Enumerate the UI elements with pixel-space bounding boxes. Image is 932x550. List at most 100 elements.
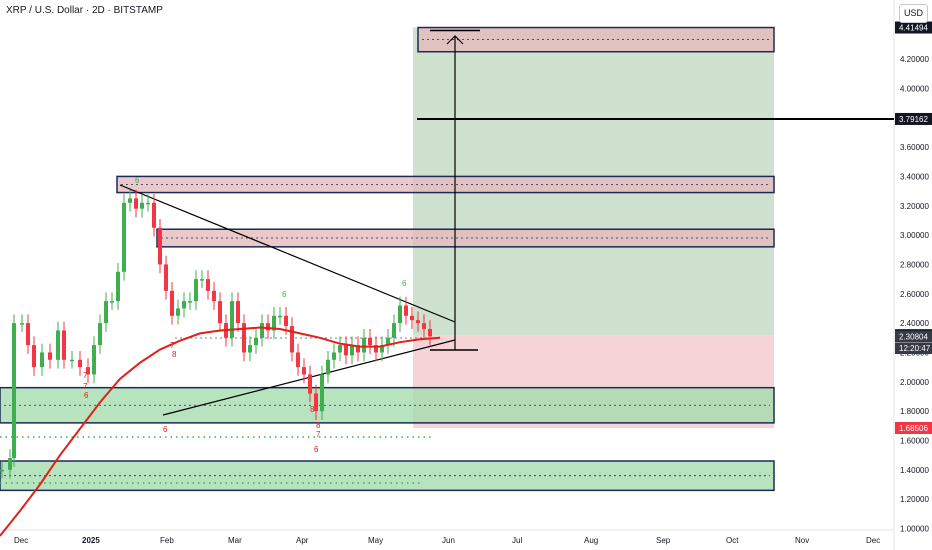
- candle: [380, 345, 384, 353]
- candle: [110, 301, 114, 303]
- price-flag-label: 2.30804: [899, 333, 928, 342]
- time-tick-label: 2025: [82, 536, 100, 545]
- candle: [242, 323, 246, 353]
- candle: [296, 352, 300, 368]
- price-flag-label: 3.79162: [899, 115, 928, 124]
- time-tick-label: Nov: [795, 536, 809, 545]
- time-tick-label: May: [368, 536, 383, 545]
- candle: [134, 198, 138, 209]
- time-tick-label: Apr: [296, 536, 309, 545]
- candle: [230, 301, 234, 338]
- countdown-label: 8: [172, 350, 177, 359]
- price-flag: [895, 422, 932, 435]
- candle: [158, 227, 162, 265]
- price-tick-label: 2.60000: [900, 290, 929, 299]
- candle: [116, 271, 120, 302]
- candle: [188, 301, 192, 303]
- price-flag-label: 4.41494: [899, 24, 928, 33]
- time-tick-label: Mar: [228, 536, 242, 545]
- candle: [32, 345, 36, 368]
- candle: [194, 279, 198, 302]
- price-tick-label: 2.40000: [900, 319, 929, 328]
- candle: [326, 359, 330, 375]
- candle: [338, 345, 342, 353]
- countdown-flag: [895, 343, 932, 354]
- countdown-label: 6: [84, 391, 89, 400]
- candle: [260, 323, 264, 338]
- candle: [122, 202, 126, 272]
- price-tick-label: 2.80000: [900, 260, 929, 269]
- candle: [182, 301, 186, 309]
- countdown-label: 6: [402, 279, 407, 288]
- price-tick-label: 4.00000: [900, 84, 929, 93]
- price-flag: [895, 330, 932, 343]
- candle: [48, 352, 52, 360]
- countdown-label: 8: [316, 421, 321, 430]
- candle: [254, 337, 258, 346]
- countdown-label: 8: [310, 405, 315, 414]
- countdown-label: 7: [316, 430, 321, 439]
- candle: [236, 301, 240, 324]
- time-tick-label: Oct: [726, 536, 739, 545]
- candle: [374, 345, 378, 353]
- candle: [218, 301, 222, 324]
- price-tick-label: 1.80000: [900, 407, 929, 416]
- price-tick-label: 2.00000: [900, 378, 929, 387]
- candle: [56, 330, 60, 360]
- candle: [428, 328, 432, 337]
- currency-button[interactable]: USD: [899, 4, 928, 23]
- candle: [398, 305, 402, 324]
- candle: [140, 202, 144, 209]
- candle: [8, 458, 12, 470]
- candle: [170, 290, 174, 316]
- candle: [62, 330, 66, 360]
- countdown-label: 6: [135, 176, 140, 185]
- candle: [78, 359, 82, 368]
- price-tick-label: 3.00000: [900, 231, 929, 240]
- candle: [368, 337, 372, 346]
- countdown-label: 6: [163, 425, 168, 434]
- price-tick-label: 3.60000: [900, 143, 929, 152]
- candle: [26, 323, 30, 346]
- candle: [104, 301, 108, 324]
- candle: [200, 279, 204, 281]
- candle: [422, 323, 426, 329]
- candle: [362, 337, 366, 353]
- candle: [152, 202, 156, 228]
- moving-average-line: [0, 326, 441, 537]
- time-tick-label: Sep: [656, 536, 671, 545]
- candle: [350, 345, 354, 356]
- candle: [212, 290, 216, 302]
- zone-resistance: [116, 175, 775, 194]
- zone-support: [0, 460, 775, 492]
- candle: [344, 345, 348, 356]
- time-tick-label: Dec: [14, 536, 28, 545]
- candle: [12, 323, 16, 459]
- countdown-label: 6: [282, 290, 287, 299]
- candle: [0, 469, 4, 472]
- candle: [302, 367, 306, 375]
- candle: [272, 315, 276, 331]
- price-tick-label: 4.20000: [900, 55, 929, 64]
- time-tick-label: Aug: [584, 536, 598, 545]
- candle: [332, 352, 336, 360]
- countdown-label: 7: [83, 382, 88, 391]
- countdown-label: 6: [314, 445, 319, 454]
- candle: [284, 315, 288, 327]
- candle: [128, 198, 132, 203]
- candle: [98, 323, 102, 346]
- price-flag: [895, 112, 932, 125]
- candle: [206, 279, 210, 291]
- candle: [248, 345, 252, 353]
- price-tick-label: 1.60000: [900, 436, 929, 445]
- candle: [392, 323, 396, 338]
- price-flag: [895, 21, 932, 34]
- candle: [20, 323, 24, 325]
- price-tick-label: 1.20000: [900, 495, 929, 504]
- arrow-head: [446, 35, 464, 45]
- candle: [404, 305, 408, 316]
- candle: [386, 337, 390, 346]
- candle: [278, 315, 282, 318]
